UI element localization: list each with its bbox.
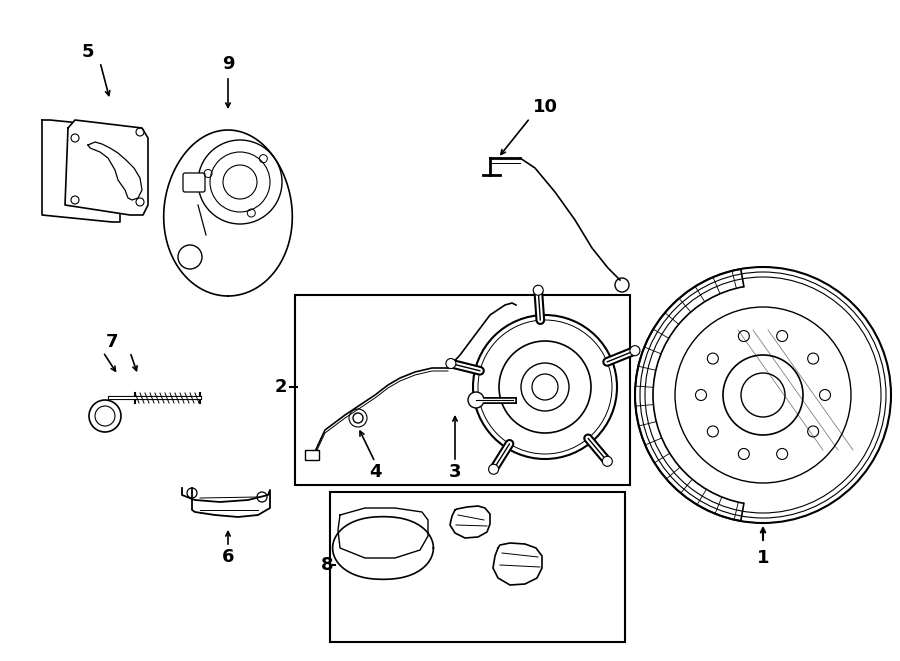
- Polygon shape: [338, 508, 428, 558]
- Circle shape: [533, 286, 544, 295]
- Circle shape: [89, 400, 121, 432]
- Text: 9: 9: [221, 55, 234, 73]
- Polygon shape: [493, 543, 542, 585]
- Circle shape: [468, 392, 484, 408]
- Text: 1: 1: [757, 549, 770, 567]
- Bar: [295, 295, 630, 485]
- Polygon shape: [65, 120, 148, 215]
- Polygon shape: [333, 517, 434, 579]
- Circle shape: [353, 413, 363, 423]
- Polygon shape: [450, 506, 490, 538]
- FancyBboxPatch shape: [183, 173, 205, 192]
- Text: 5: 5: [82, 43, 94, 61]
- Circle shape: [489, 464, 499, 474]
- Polygon shape: [42, 120, 120, 222]
- Text: 2: 2: [274, 378, 287, 396]
- Circle shape: [178, 245, 202, 269]
- Text: 3: 3: [449, 463, 461, 481]
- Text: 7: 7: [106, 333, 118, 351]
- Polygon shape: [164, 130, 292, 296]
- Polygon shape: [182, 488, 270, 517]
- Text: 10: 10: [533, 98, 557, 116]
- Bar: [330, 492, 625, 642]
- Text: 4: 4: [369, 463, 382, 481]
- Text: 6: 6: [221, 548, 234, 566]
- Circle shape: [602, 456, 612, 466]
- FancyBboxPatch shape: [305, 450, 319, 460]
- Circle shape: [630, 346, 640, 356]
- Text: 8: 8: [320, 556, 333, 574]
- Circle shape: [446, 358, 456, 369]
